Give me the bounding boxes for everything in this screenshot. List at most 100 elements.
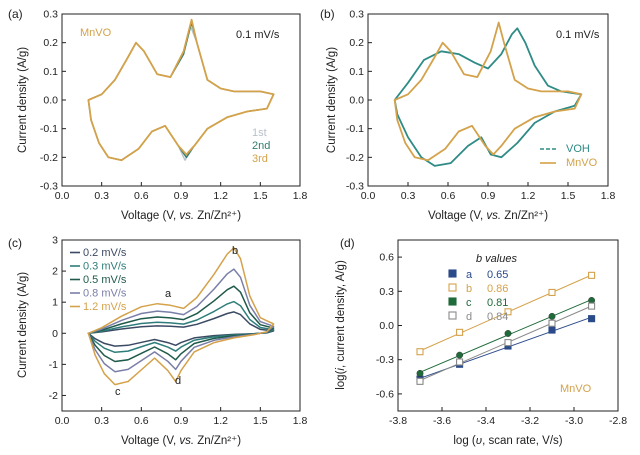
panel-label: (b) bbox=[320, 7, 335, 21]
series-line-1st bbox=[87, 24, 275, 161]
legend-marker-b bbox=[448, 283, 457, 292]
legend-entry-2nd: 2nd bbox=[252, 140, 270, 152]
y-tick-label: -0.3 bbox=[376, 354, 394, 366]
x-tick-label: 1.2 bbox=[213, 415, 228, 427]
rate-label: 0.1 mV/s bbox=[556, 29, 600, 41]
legend-entry-b: b bbox=[466, 283, 472, 295]
data-point-b bbox=[456, 328, 464, 336]
data-point-b bbox=[588, 271, 596, 279]
peak-label-a: a bbox=[165, 288, 172, 300]
y-tick-label: 0.1 bbox=[349, 66, 364, 78]
x-tick-label: -2.8 bbox=[609, 415, 627, 427]
x-tick-label: 0.3 bbox=[94, 190, 109, 202]
legend-entry-d: d bbox=[466, 311, 472, 323]
series-line-0.3-mV-s bbox=[87, 300, 275, 354]
x-tick-label: -3.6 bbox=[433, 415, 451, 427]
panel-label: (d) bbox=[340, 236, 355, 250]
material-label: MnVO bbox=[80, 27, 112, 39]
panel-a: 0.0 0.3 0.6 0.9 1.2 1.5 1.8 -0.3 -0.2 -0.1 0.0 0.1 0… bbox=[8, 7, 307, 222]
panel-label: (a) bbox=[8, 7, 23, 21]
material-label: MnVO bbox=[560, 383, 592, 395]
legend-marker-c bbox=[448, 297, 457, 306]
x-tick-label: 0.9 bbox=[481, 190, 496, 202]
legend-entry: 1.2 mV/s bbox=[83, 301, 127, 313]
x-tick-label: 1.2 bbox=[521, 190, 536, 202]
legend-marker-a bbox=[448, 269, 457, 278]
y-tick-label: 0.0 bbox=[349, 95, 364, 107]
data-point-b bbox=[416, 348, 424, 356]
y-tick-label: 1 bbox=[52, 297, 58, 309]
x-tick-label: -3.8 bbox=[389, 415, 407, 427]
y-tick-label: -0.1 bbox=[346, 123, 364, 135]
y-tick-label: 0 bbox=[52, 328, 58, 340]
y-tick-label: -2 bbox=[49, 390, 58, 402]
x-tick-label: 0.9 bbox=[174, 415, 189, 427]
x-axis-label: log (υ, scan rate, V/s) bbox=[453, 435, 562, 447]
panel-d: -3.8 -3.6 -3.4 -3.2 -3.0 -2.8 -0.6 -0.3 0.0 0.3 0.… bbox=[335, 236, 627, 447]
x-tick-label: 0.0 bbox=[361, 190, 376, 202]
b-value-a: 0.65 bbox=[487, 269, 508, 281]
x-tick-label: 0.0 bbox=[55, 415, 70, 427]
panel-c: 0.0 0.3 0.6 0.9 1.2 1.5 1.8 -2 -1 0 1 2 3 (c) Voltage … bbox=[8, 235, 307, 448]
data-point-b bbox=[504, 308, 512, 316]
peak-label-c: c bbox=[115, 386, 121, 398]
x-axis-label: Voltage (V, vs. Zn/Zn²⁺) bbox=[428, 210, 548, 222]
x-tick-label: 0.3 bbox=[94, 415, 109, 427]
x-tick-label: -3.0 bbox=[565, 415, 583, 427]
legend-title: b values bbox=[476, 253, 517, 265]
y-axis-label: log(i, current density, A/g) bbox=[335, 260, 347, 390]
legend-entry-3rd: 3rd bbox=[252, 153, 268, 165]
x-tick-label: 1.5 bbox=[253, 415, 268, 427]
data-point-d bbox=[588, 302, 596, 310]
series-line-0.8-mV-s bbox=[87, 268, 275, 373]
legend-entry-1st: 1st bbox=[252, 127, 267, 139]
x-tick-label: 1.5 bbox=[253, 190, 268, 202]
series-line-VOH bbox=[393, 27, 583, 167]
y-tick-label: 0.3 bbox=[379, 286, 394, 298]
x-tick-label: 0.9 bbox=[174, 190, 189, 202]
rate-label: 0.1 mV/s bbox=[236, 29, 280, 41]
legend-entry-a: a bbox=[466, 269, 473, 281]
y-tick-label: -0.2 bbox=[40, 152, 58, 164]
legend-entry: 0.2 mV/s bbox=[83, 247, 127, 259]
data-point-c bbox=[416, 369, 424, 377]
y-tick-label: -0.6 bbox=[376, 388, 394, 400]
peak-label-b: b bbox=[232, 245, 238, 257]
y-tick-label: 3 bbox=[52, 235, 58, 247]
data-point-d bbox=[456, 358, 464, 366]
series-line-0.5-mV-s bbox=[87, 285, 275, 363]
y-tick-label: 0.2 bbox=[349, 37, 364, 49]
data-point-c bbox=[504, 330, 512, 337]
y-tick-label: 0.0 bbox=[379, 320, 394, 332]
data-point-d bbox=[504, 339, 512, 347]
legend-entry: 0.3 mV/s bbox=[83, 261, 127, 273]
b-value-d: 0.84 bbox=[487, 311, 508, 323]
x-tick-label: 1.8 bbox=[293, 190, 308, 202]
data-point-a bbox=[548, 326, 556, 334]
y-tick-label: 0.1 bbox=[43, 66, 58, 78]
panel-b: 0.0 0.3 0.6 0.9 1.2 1.5 1.8 -0.3 -0.2 -0.1 0.0 0.1 0… bbox=[320, 7, 615, 222]
data-point-c bbox=[456, 351, 463, 359]
x-tick-label: 1.8 bbox=[293, 415, 308, 427]
legend-entry-VOH: VOH bbox=[566, 143, 590, 155]
y-tick-label: 0.3 bbox=[43, 9, 58, 21]
legend-entry: 0.5 mV/s bbox=[83, 274, 127, 286]
b-value-b: 0.86 bbox=[487, 283, 508, 295]
y-tick-label: -0.1 bbox=[40, 123, 58, 135]
series-line-3rd bbox=[87, 18, 275, 162]
legend-entry-MnVO: MnVO bbox=[566, 157, 598, 169]
y-tick-label: -0.3 bbox=[40, 181, 58, 193]
y-tick-label: 2 bbox=[52, 266, 58, 278]
data-point-b bbox=[548, 288, 556, 296]
x-axis-label: Voltage (V, vs. Zn/Zn²⁺) bbox=[121, 435, 241, 447]
legend-marker-d bbox=[448, 311, 457, 320]
x-axis-label: Voltage (V, vs. Zn/Zn²⁺) bbox=[121, 210, 241, 222]
data-point-a bbox=[588, 315, 596, 323]
y-tick-label: 0.0 bbox=[43, 95, 58, 107]
data-point-d bbox=[548, 319, 556, 327]
y-axis-label: Current density (A/g) bbox=[17, 47, 29, 153]
series-line-0.2-mV-s bbox=[87, 311, 275, 347]
peak-label-d: d bbox=[175, 375, 181, 387]
x-tick-label: 1.5 bbox=[561, 190, 576, 202]
data-point-c bbox=[548, 312, 556, 320]
